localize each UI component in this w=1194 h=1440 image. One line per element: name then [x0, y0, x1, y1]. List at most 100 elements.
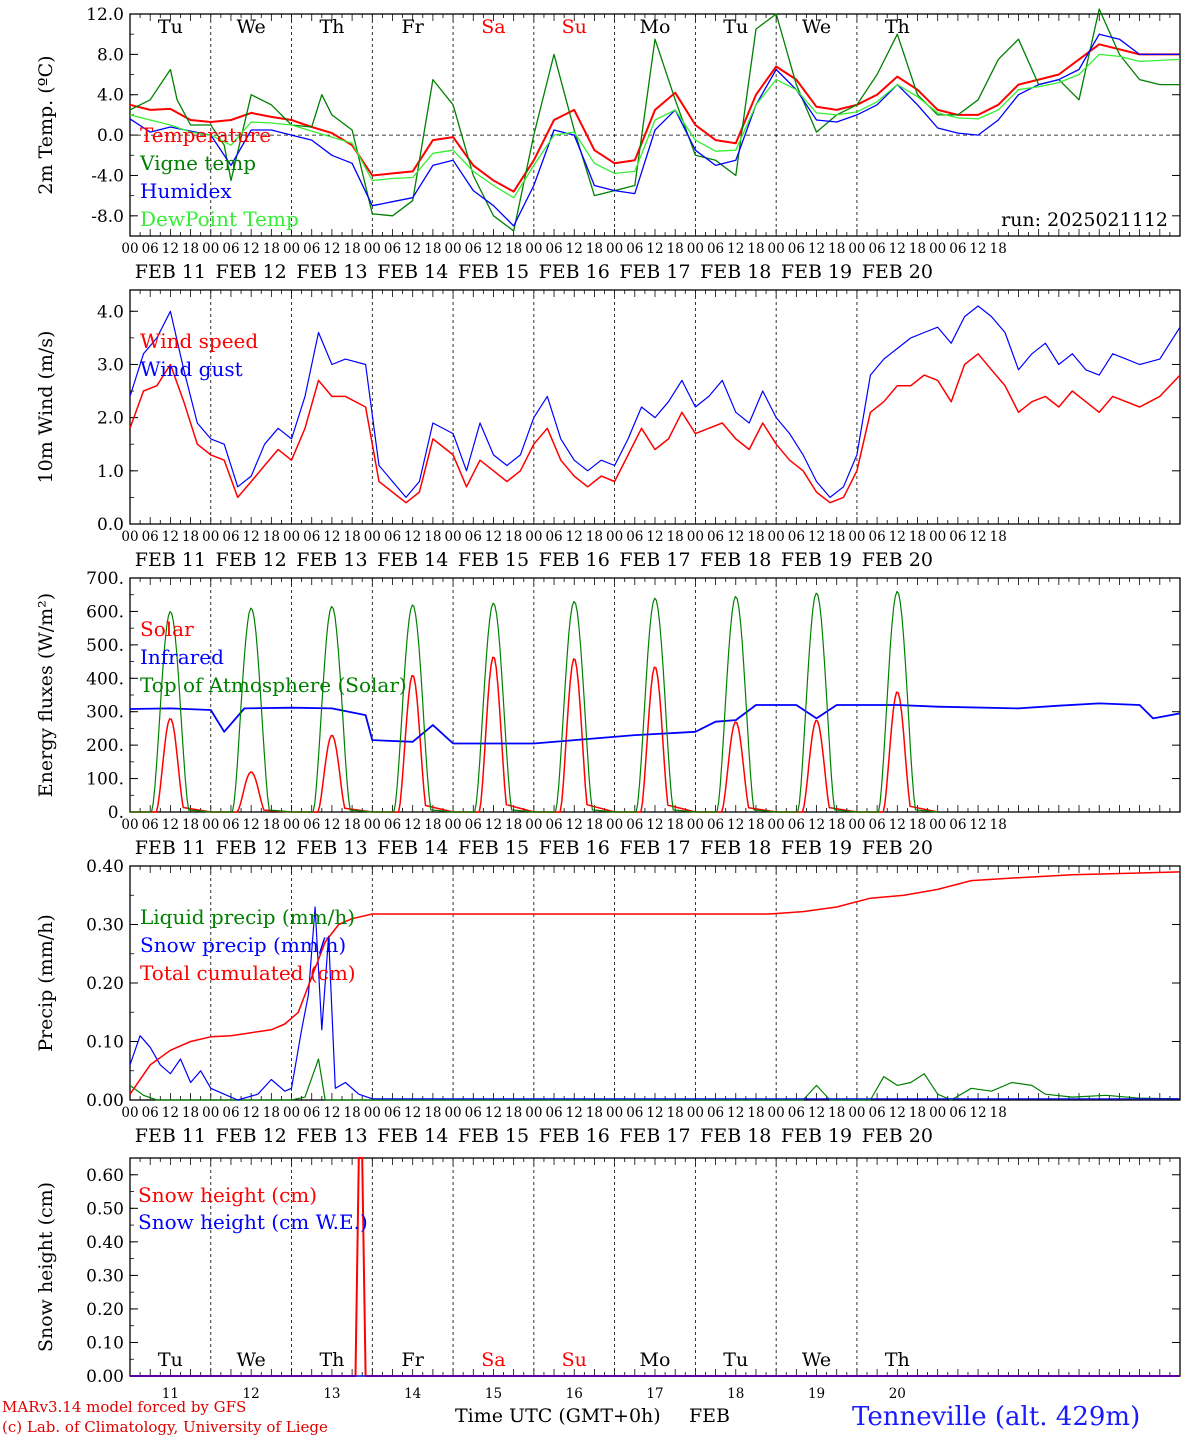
series-line-liquid-precip-mm-h — [129, 1058, 1181, 1101]
hour-tick-label: 18 — [909, 529, 926, 545]
legend-entry: Wind speed — [140, 329, 258, 353]
hour-tick-label: 12 — [323, 817, 340, 833]
hour-tick-label: 12 — [727, 241, 744, 257]
hour-tick-label: 18 — [667, 529, 684, 545]
hour-tick-label: 12 — [404, 1105, 421, 1121]
date-label: FEB 15 — [458, 261, 529, 283]
series-line-dewpoint-temp — [129, 53, 1181, 199]
hour-tick-label: 00 — [444, 817, 461, 833]
day-number-label: 16 — [566, 1386, 583, 1402]
date-label: FEB 12 — [216, 837, 287, 859]
hour-tick-label: 12 — [404, 241, 421, 257]
hour-tick-label: 00 — [929, 817, 946, 833]
date-label: FEB 11 — [135, 549, 206, 571]
hour-tick-label: 18 — [182, 529, 199, 545]
y-tick-label: 0.0 — [97, 515, 124, 535]
hour-tick-label: 06 — [303, 529, 320, 545]
legend-entry: DewPoint Temp — [140, 207, 299, 231]
hour-tick-label: 18 — [990, 1105, 1007, 1121]
hour-tick-label: 18 — [828, 817, 845, 833]
date-label: FEB 12 — [216, 261, 287, 283]
hour-tick-label: 12 — [323, 241, 340, 257]
hour-tick-label: 12 — [808, 1105, 825, 1121]
hour-tick-label: 18 — [828, 241, 845, 257]
y-tick-label: 100. — [86, 770, 124, 790]
legend-entry: Snow precip (mm/h) — [140, 933, 346, 957]
hour-tick-label: 12 — [808, 817, 825, 833]
date-label: FEB 16 — [539, 1125, 610, 1147]
hour-tick-label: 12 — [646, 1105, 663, 1121]
series-line-vigne-temp — [129, 8, 1180, 232]
hour-tick-label: 06 — [949, 817, 966, 833]
hour-tick-label: 00 — [768, 529, 785, 545]
hour-tick-label: 18 — [344, 817, 361, 833]
panel-temperature: -8.0 -4.0 0.0 4.0 8.0 12.0 2m Temp. (ºC) Temper… — [35, 5, 1181, 283]
hour-tick-label: 06 — [545, 817, 562, 833]
weekday-label: We — [237, 16, 266, 38]
series-line-infrared — [129, 702, 1181, 745]
hour-tick-label: 12 — [162, 529, 179, 545]
y-tick-label: 4.0 — [97, 86, 124, 106]
series-line-wind-speed — [129, 353, 1181, 504]
hour-tick-label: 06 — [142, 529, 159, 545]
date-label: FEB 12 — [216, 1125, 287, 1147]
date-label: FEB 13 — [296, 261, 367, 283]
panel-snow: 0.00 0.10 0.20 0.30 0.40 0.50 0.60 Snow height … — [35, 1157, 1181, 1402]
hour-tick-label: 00 — [929, 1105, 946, 1121]
hour-tick-label: 00 — [848, 1105, 865, 1121]
legend-entry: Liquid precip (mm/h) — [140, 905, 355, 929]
series-line-total-cumulated-cm — [129, 871, 1181, 1095]
hour-tick-label: 06 — [707, 529, 724, 545]
hour-tick-label: 00 — [687, 529, 704, 545]
hour-tick-label: 00 — [202, 1105, 219, 1121]
hour-tick-label: 18 — [909, 241, 926, 257]
hour-tick-label: 12 — [808, 241, 825, 257]
date-label: FEB 11 — [135, 837, 206, 859]
y-tick-label: 2.0 — [97, 409, 124, 429]
hour-tick-label: 12 — [243, 241, 260, 257]
date-label: FEB 14 — [377, 1125, 448, 1147]
series-line-wind-gust — [129, 305, 1181, 498]
hour-tick-label: 00 — [364, 241, 381, 257]
hour-tick-label: 06 — [707, 241, 724, 257]
y-tick-label: 200. — [86, 736, 124, 756]
hour-tick-label: 06 — [626, 1105, 643, 1121]
hour-tick-label: 12 — [646, 817, 663, 833]
hour-tick-label: 12 — [566, 241, 583, 257]
y-tick-label: 0.10 — [86, 1033, 124, 1053]
hour-tick-label: 06 — [869, 529, 886, 545]
y-tick-label: 0.20 — [86, 1300, 124, 1320]
date-label: FEB 17 — [619, 549, 690, 571]
hour-tick-label: 12 — [404, 817, 421, 833]
hour-tick-label: 12 — [969, 241, 986, 257]
y-tick-label: 12.0 — [86, 5, 124, 25]
hour-tick-label: 18 — [586, 1105, 603, 1121]
weekday-label: Fr — [402, 16, 425, 38]
hour-tick-label: 18 — [182, 241, 199, 257]
hour-tick-label: 12 — [162, 1105, 179, 1121]
y-tick-label: 400. — [86, 669, 124, 689]
hour-tick-label: 06 — [869, 817, 886, 833]
y-axis-label: 2m Temp. (ºC) — [35, 55, 57, 194]
weekday-label: We — [802, 1349, 831, 1371]
hour-tick-label: 12 — [889, 1105, 906, 1121]
y-tick-label: 0.40 — [86, 857, 124, 877]
hour-tick-label: 06 — [142, 817, 159, 833]
hour-tick-label: 06 — [384, 241, 401, 257]
y-tick-label: 0.00 — [86, 1091, 124, 1111]
hour-tick-label: 06 — [545, 529, 562, 545]
hour-tick-label: 18 — [344, 1105, 361, 1121]
hour-tick-label: 18 — [667, 817, 684, 833]
weekday-label: Th — [885, 1349, 910, 1371]
day-number-label: 15 — [485, 1386, 502, 1402]
date-label: FEB 14 — [377, 837, 448, 859]
hour-tick-label: 00 — [283, 817, 300, 833]
y-tick-label: 0.00 — [86, 1367, 124, 1387]
hour-tick-label: 12 — [646, 529, 663, 545]
y-axis-label: Snow height (cm) — [35, 1182, 57, 1352]
hour-tick-label: 18 — [828, 1105, 845, 1121]
plot-frame — [129, 289, 1181, 525]
hour-tick-label: 18 — [990, 817, 1007, 833]
weekday-label: We — [237, 1349, 266, 1371]
hour-tick-label: 12 — [727, 1105, 744, 1121]
